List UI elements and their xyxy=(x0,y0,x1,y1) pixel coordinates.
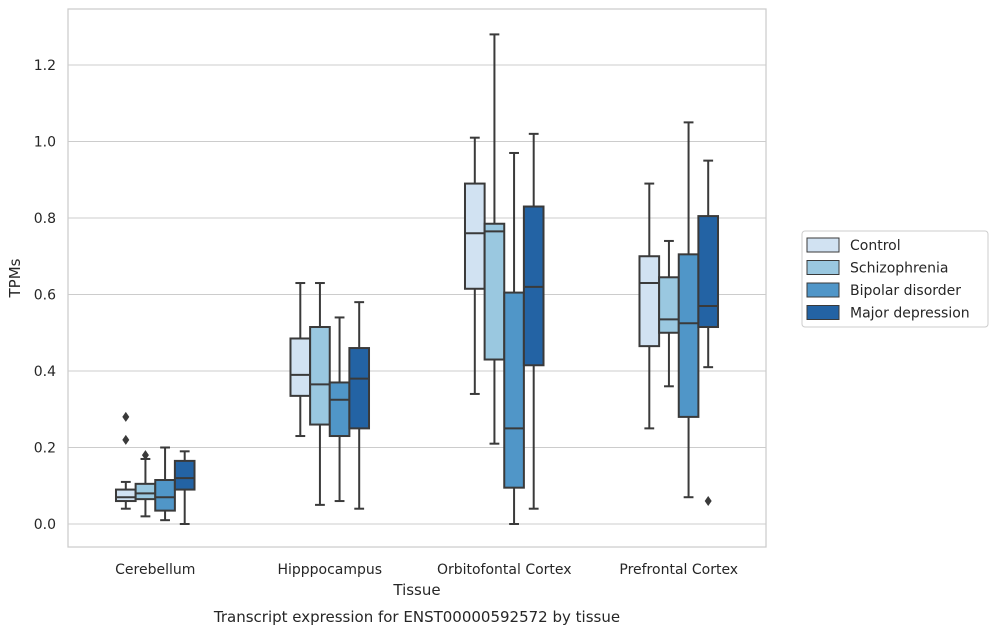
legend-label: Bipolar disorder xyxy=(850,283,961,299)
box-control xyxy=(289,282,312,438)
x-axis-title: Tissue xyxy=(392,581,440,599)
box-major-depression xyxy=(697,159,720,507)
box-major-depression xyxy=(348,301,371,510)
y-tick-label: 0.4 xyxy=(34,364,56,380)
y-tick-label: 0.2 xyxy=(34,441,56,457)
outlier-point xyxy=(122,411,130,422)
y-tick-label: 0.8 xyxy=(34,211,56,227)
legend-swatch xyxy=(806,260,840,275)
legend: Control Schizophrenia Bipolar disorder Majo… xyxy=(801,230,989,328)
box-groups xyxy=(114,33,720,525)
y-tick-label: 0.6 xyxy=(34,288,56,304)
y-tick-label: 1.2 xyxy=(34,58,56,74)
iqr-box xyxy=(134,482,157,501)
plot-frame xyxy=(67,8,767,548)
outlier-point xyxy=(122,434,130,445)
iqr-box xyxy=(154,479,176,512)
chart-caption: Transcript expression for ENST0000059257… xyxy=(213,608,620,626)
legend-label: Major depression xyxy=(850,306,970,322)
iqr-box xyxy=(483,222,506,361)
box-control xyxy=(114,411,137,510)
outlier-point xyxy=(141,450,149,461)
iqr-box xyxy=(348,347,371,430)
iqr-box xyxy=(173,459,196,491)
legend-swatch xyxy=(806,282,840,298)
iqr-box xyxy=(328,381,351,438)
gridlines xyxy=(68,64,766,525)
box-bipolar-disorder xyxy=(677,121,700,499)
box-major-depression xyxy=(173,450,196,525)
outlier-point xyxy=(704,496,712,507)
x-tick-label: Prefrontal Cortex xyxy=(619,562,738,578)
iqr-box xyxy=(114,488,137,503)
iqr-box xyxy=(677,253,700,418)
x-tick-label: Hipppocampus xyxy=(277,562,382,578)
box-schizophrenia xyxy=(134,450,157,518)
legend-label: Schizophrenia xyxy=(850,261,948,277)
iqr-box xyxy=(638,255,661,348)
legend-frame xyxy=(801,230,989,328)
box-schizophrenia xyxy=(658,239,680,388)
y-axis-ticks: 0.0 0.2 0.4 0.6 0.8 1.0 1.2 xyxy=(34,58,56,533)
y-tick-label: 0.0 xyxy=(34,517,56,533)
x-axis-ticks: Cerebellum Hipppocampus Orbitofontal Corte… xyxy=(115,562,738,578)
iqr-box xyxy=(697,215,720,329)
legend-swatch xyxy=(806,237,840,253)
y-axis-title: TPMs xyxy=(6,258,24,298)
box-major-depression xyxy=(522,132,545,510)
box-schizophrenia xyxy=(483,33,506,445)
x-tick-label: Cerebellum xyxy=(115,562,195,578)
box-bipolar-disorder xyxy=(503,151,525,525)
box-bipolar-disorder xyxy=(154,446,176,522)
box-control xyxy=(463,136,486,395)
legend-label: Control xyxy=(850,238,901,254)
box-bipolar-disorder xyxy=(328,316,351,503)
iqr-box xyxy=(309,326,331,426)
x-tick-label: Orbitofontal Cortex xyxy=(437,562,572,578)
iqr-box xyxy=(289,337,312,397)
box-schizophrenia xyxy=(309,282,331,506)
iqr-box xyxy=(503,291,525,489)
iqr-box xyxy=(658,276,680,334)
box-control xyxy=(638,182,661,430)
iqr-box xyxy=(463,182,486,290)
y-tick-label: 1.0 xyxy=(34,135,56,151)
legend-swatch xyxy=(806,305,840,320)
